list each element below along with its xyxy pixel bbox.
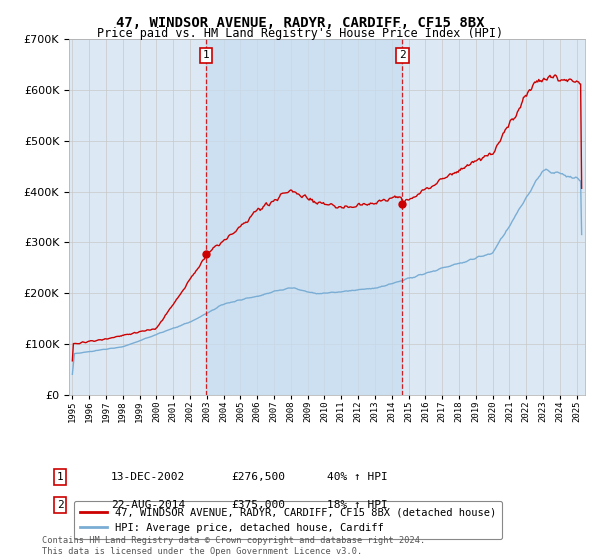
Legend: 47, WINDSOR AVENUE, RADYR, CARDIFF, CF15 8BX (detached house), HPI: Average pric: 47, WINDSOR AVENUE, RADYR, CARDIFF, CF15… [74, 501, 502, 539]
Text: £276,500: £276,500 [231, 472, 285, 482]
Bar [206, 39, 403, 395]
Text: 22-AUG-2014: 22-AUG-2014 [111, 500, 185, 510]
Text: 2: 2 [56, 500, 64, 510]
Text: 13-DEC-2002: 13-DEC-2002 [111, 472, 185, 482]
Text: 18% ↑ HPI: 18% ↑ HPI [327, 500, 388, 510]
Text: Contains HM Land Registry data © Crown copyright and database right 2024.
This d: Contains HM Land Registry data © Crown c… [42, 536, 425, 556]
Text: 1: 1 [203, 50, 209, 60]
Text: 1: 1 [56, 472, 64, 482]
Text: 40% ↑ HPI: 40% ↑ HPI [327, 472, 388, 482]
Text: 2: 2 [399, 50, 406, 60]
Text: 47, WINDSOR AVENUE, RADYR, CARDIFF, CF15 8BX: 47, WINDSOR AVENUE, RADYR, CARDIFF, CF15… [116, 16, 484, 30]
Text: £375,000: £375,000 [231, 500, 285, 510]
Text: Price paid vs. HM Land Registry's House Price Index (HPI): Price paid vs. HM Land Registry's House … [97, 27, 503, 40]
